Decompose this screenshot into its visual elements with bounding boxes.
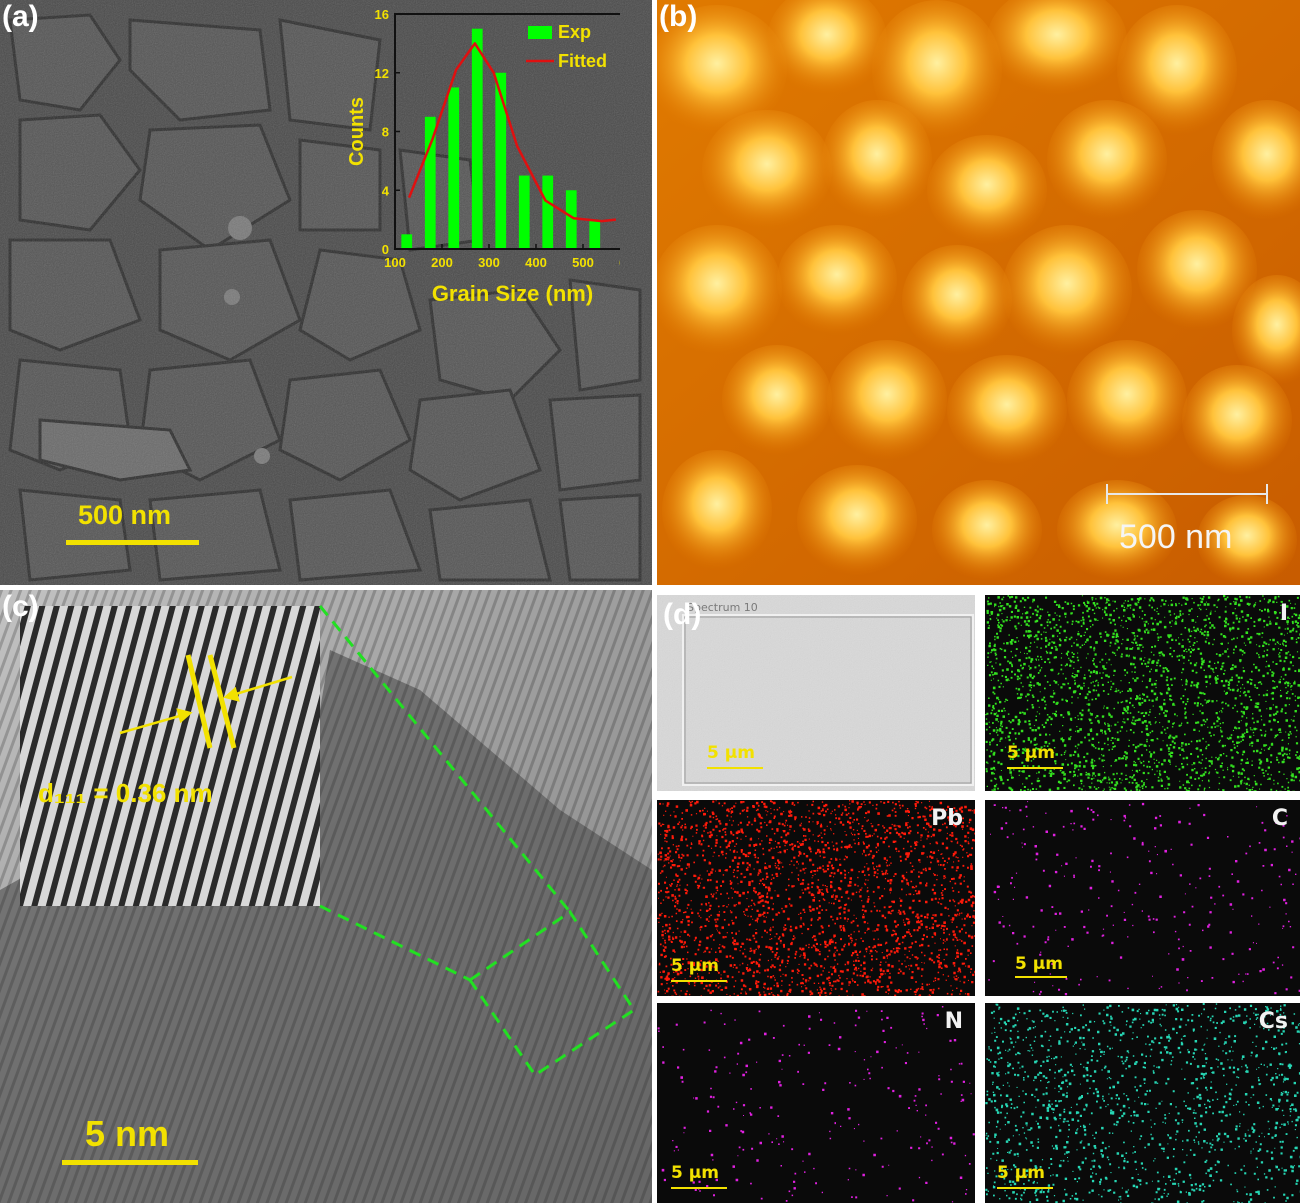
eds-map-n: N 5 μm <box>657 1003 975 1203</box>
x-axis-label: Grain Size (nm) <box>432 281 593 306</box>
y-tick-label: 12 <box>375 66 389 81</box>
map-2-scalebar-label: 5 μm <box>671 956 719 976</box>
map-4-scalebar-label: 5 μm <box>671 1163 719 1183</box>
map-0-scalebar-label: 5 μm <box>707 743 755 763</box>
panel-d-eds: (d) Spectrum 10 5 μm I 5 μm Pb 5 μm C 5 … <box>657 590 1300 1203</box>
panel-b-scalebar <box>1106 484 1268 504</box>
panel-c-hrtem: (c) d₁₁₁ = 0.36 nm 5 nm <box>0 590 652 1203</box>
eds-dots <box>985 595 1300 791</box>
histogram-bar <box>542 175 554 249</box>
map-3-scalebar <box>1015 976 1067 978</box>
eds-map-c: C 5 μm <box>985 800 1300 996</box>
y-tick-label: 0 <box>382 242 389 257</box>
panel-d-label: (d) <box>663 598 702 631</box>
hrtem-lattice-image <box>0 590 652 1203</box>
eds-map-i: I 5 μm <box>985 595 1300 791</box>
panel-a-sem: (a) 100 200 300 400 500 600 0 4 8 12 16 Grain Size … <box>0 0 652 585</box>
histogram-bar <box>448 87 460 249</box>
y-axis-label: Counts <box>346 97 368 166</box>
d-spacing-label: d₁₁₁ = 0.36 nm <box>38 778 213 808</box>
map-5-element-label: Cs <box>1258 1009 1288 1034</box>
eds-dots <box>985 1003 1300 1203</box>
eds-map-cs-dots <box>985 1003 1300 1203</box>
panel-a-scalebar-label: 500 nm <box>78 500 172 530</box>
x-tick-label: 200 <box>431 255 453 270</box>
eds-reference-image: Spectrum 10 5 μm <box>657 595 975 791</box>
eds-map-pb-dots <box>657 800 975 996</box>
histogram-bar <box>401 234 413 249</box>
legend-fitted-label: Fitted <box>558 51 607 71</box>
histogram-bar <box>518 175 530 249</box>
eds-map-cs: Cs 5 μm <box>985 1003 1300 1203</box>
panel-b-label: (b) <box>659 0 698 33</box>
histogram-bar <box>471 28 483 249</box>
y-tick-label: 16 <box>375 7 389 22</box>
histogram-bar <box>424 116 436 249</box>
map-0-scalebar <box>707 767 763 769</box>
eds-map-i-dots <box>985 595 1300 791</box>
map-4-element-label: N <box>944 1009 963 1034</box>
x-tick-label: 500 <box>572 255 594 270</box>
legend-exp-label: Exp <box>558 22 591 42</box>
map-5-scalebar-label: 5 μm <box>997 1163 1045 1183</box>
panel-a-label: (a) <box>2 0 39 33</box>
panel-b-afm: (b) 500 nm <box>657 0 1300 585</box>
spectrum-label: Spectrum 10 <box>687 601 758 614</box>
panel-c-label: (c) <box>2 590 39 623</box>
legend-exp-swatch <box>528 26 552 39</box>
panel-c-scalebar-label: 5 nm <box>85 1113 170 1154</box>
grain-size-histogram: 100 200 300 400 500 600 0 4 8 12 16 Grain Size (nm)… <box>346 7 620 306</box>
map-4-scalebar <box>671 1187 727 1189</box>
map-5-scalebar <box>997 1187 1053 1189</box>
x-tick-label: 100 <box>384 255 406 270</box>
map-3-scalebar-label: 5 μm <box>1015 954 1063 974</box>
map-1-scalebar <box>1007 767 1063 769</box>
x-tick-label: 600 <box>619 255 620 270</box>
eds-map-pb: Pb 5 μm <box>657 800 975 996</box>
panel-c-scalebar <box>62 1160 198 1165</box>
histogram-bar <box>565 190 577 249</box>
fitted-curve <box>407 42 617 223</box>
panel-a-scalebar <box>66 540 199 545</box>
histogram-bar <box>495 72 507 249</box>
x-tick-label: 300 <box>478 255 500 270</box>
x-tick-label: 400 <box>525 255 547 270</box>
panel-b-scalebar-label: 500 nm <box>1119 518 1233 556</box>
map-3-element-label: C <box>1271 806 1288 831</box>
map-2-element-label: Pb <box>931 806 963 831</box>
histogram-bar <box>589 219 601 249</box>
y-tick-label: 8 <box>382 125 389 140</box>
map-2-scalebar <box>671 980 727 982</box>
map-1-scalebar-label: 5 μm <box>1007 743 1055 763</box>
y-tick-label: 4 <box>382 183 390 198</box>
sem-grains-image <box>0 0 652 585</box>
map-1-element-label: I <box>1279 601 1288 626</box>
eds-dots <box>657 800 975 996</box>
afm-topography-image <box>657 0 1300 585</box>
